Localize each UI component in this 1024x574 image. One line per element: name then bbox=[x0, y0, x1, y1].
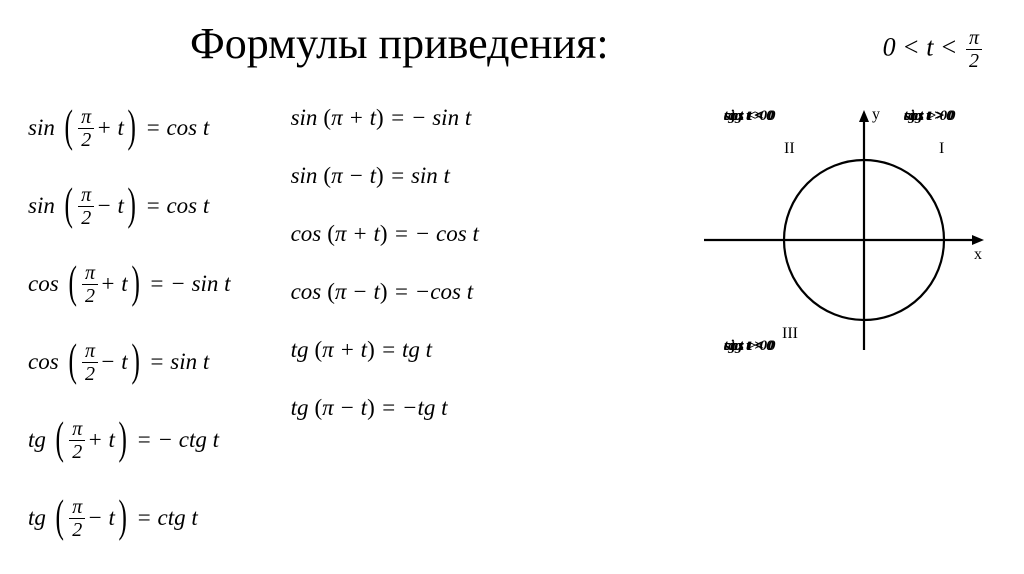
quadrant-sign-label: ctg t < 0 bbox=[724, 108, 774, 125]
quadrant-roman-I: I bbox=[939, 140, 944, 158]
formula: sin(π + t)= − sin t bbox=[291, 102, 479, 134]
formula: cos(π2 − t)= sin t bbox=[28, 336, 231, 388]
page-title: Формулы приведения: bbox=[190, 18, 609, 69]
formula: cos(π + t)= − cos t bbox=[291, 218, 479, 250]
y-axis-label: y bbox=[872, 106, 880, 124]
formula-column-1: sin(π2 + t)= cos t sin(π2 − t)= cos t cos(… bbox=[28, 102, 231, 544]
formula: tg(π2 − t)= ctg t bbox=[28, 492, 231, 544]
formula: tg(π − t)= −tg t bbox=[291, 392, 479, 424]
formula: cos(π2 + t)= − sin t bbox=[28, 258, 231, 310]
formula: tg(π + t)= tg t bbox=[291, 334, 479, 366]
formula-column-2: sin(π + t)= − sin t sin(π − t)= sin t cos(… bbox=[291, 102, 479, 544]
quadrant-roman-II: II bbox=[784, 140, 795, 158]
formula: sin(π2 − t)= cos t bbox=[28, 180, 231, 232]
formulas-container: sin(π2 + t)= cos t sin(π2 − t)= cos t cos(… bbox=[28, 102, 479, 544]
quadrant-roman-III: III bbox=[782, 325, 798, 343]
unit-circle-diagram: yxIsin t > 0cos t > 0tg t > 0ctg t > 0II… bbox=[694, 100, 994, 380]
x-axis-label: x bbox=[974, 246, 982, 264]
formula: sin(π − t)= sin t bbox=[291, 160, 479, 192]
quadrant-sign-label: ctg t > 0 bbox=[904, 108, 954, 125]
formula: cos(π − t)= −cos t bbox=[291, 276, 479, 308]
formula: tg(π2 + t)= − ctg t bbox=[28, 414, 231, 466]
formula: sin(π2 + t)= cos t bbox=[28, 102, 231, 154]
quadrant-sign-label: ctg t > 0 bbox=[724, 338, 774, 355]
range-condition: 0 < t < π2 bbox=[883, 28, 984, 71]
